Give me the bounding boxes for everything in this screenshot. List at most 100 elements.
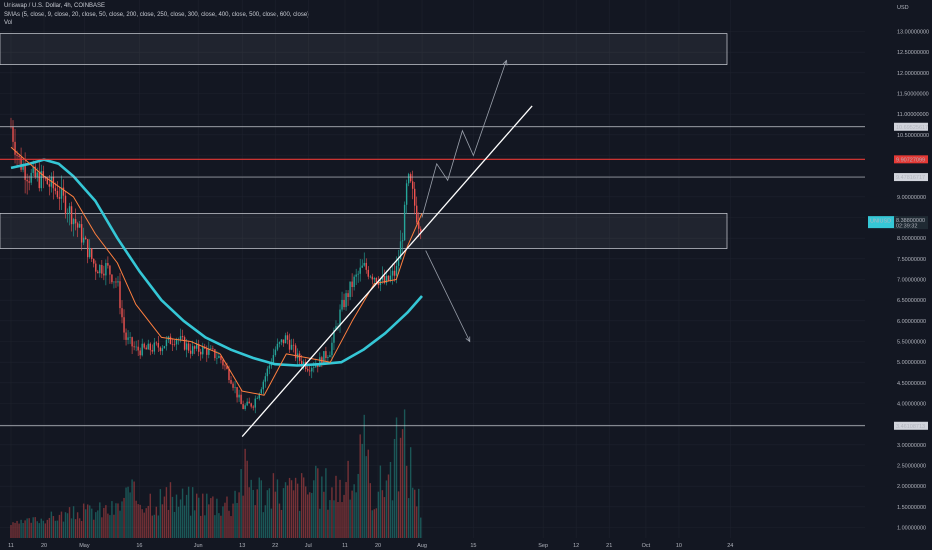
- candle-body: [111, 274, 113, 283]
- level-tag: [894, 155, 928, 164]
- candle-body: [276, 343, 279, 350]
- price-tick: 4.50000000: [897, 381, 926, 387]
- symbol-title[interactable]: Uniswap / U.S. Dollar, 4h, COINBASE: [4, 3, 106, 9]
- candle-body: [278, 342, 281, 344]
- candle-body: [224, 365, 226, 367]
- candle-body: [343, 299, 345, 308]
- candle-body: [282, 339, 285, 344]
- candle-body: [179, 336, 182, 340]
- candle-body: [266, 368, 269, 377]
- candle-body: [242, 404, 244, 410]
- candle-body: [169, 336, 172, 345]
- candle-body: [409, 174, 412, 182]
- candle-body: [288, 339, 291, 350]
- current-price-value: 8.38800000: [896, 218, 925, 224]
- volume-bar: [159, 489, 162, 538]
- volume-bar: [353, 484, 355, 538]
- sma-indicator-label[interactable]: SMAs (5, close, 9, close, 20, close, 50,…: [4, 11, 310, 18]
- time-tick: 12: [573, 543, 579, 549]
- volume-bar: [290, 480, 293, 538]
- sma-fast-line: [10, 146, 423, 396]
- volume-bar: [58, 514, 61, 538]
- volume-bar: [95, 512, 97, 538]
- candle-body: [60, 187, 63, 199]
- candle-body: [48, 184, 51, 187]
- candle-body: [163, 346, 166, 349]
- candle-body: [399, 241, 402, 260]
- volume-bar: [179, 499, 182, 538]
- volume-bar: [169, 482, 172, 538]
- candle-body: [95, 263, 97, 272]
- candle-body: [260, 389, 262, 394]
- volume-bar: [258, 477, 260, 538]
- candle-body: [145, 347, 147, 350]
- volume-bars: [10, 409, 422, 538]
- price-tick: 1.00000000: [897, 526, 926, 532]
- volume-bar: [56, 520, 59, 538]
- candle-body: [165, 339, 168, 347]
- volume-bar: [359, 434, 361, 538]
- candle-body: [185, 343, 188, 350]
- volume-bar: [84, 509, 87, 538]
- time-tick: 10: [676, 543, 682, 549]
- candle-body: [416, 205, 418, 223]
- candle-body: [405, 183, 408, 205]
- volume-bar: [131, 479, 133, 538]
- time-tick: 20: [41, 543, 47, 549]
- volume-bar: [389, 461, 392, 538]
- volume-bar: [127, 486, 129, 538]
- candle-body: [333, 330, 335, 343]
- level-value: 10.69525617: [896, 125, 928, 131]
- volume-bar: [50, 511, 53, 538]
- volume-bar: [198, 497, 200, 538]
- volume-bar: [109, 515, 111, 538]
- candle-body: [210, 348, 212, 349]
- candle-body: [363, 262, 365, 266]
- candle-body: [26, 179, 28, 182]
- volume-bar: [44, 523, 47, 538]
- candle-body: [62, 187, 65, 196]
- candle-body: [218, 355, 220, 358]
- candle-body: [307, 369, 309, 371]
- volume-bar: [12, 522, 14, 538]
- candle-body: [258, 393, 260, 399]
- candle-body: [54, 188, 57, 191]
- volume-bar: [327, 509, 329, 538]
- volume-indicator-label[interactable]: Vol: [4, 20, 13, 26]
- volume-bar: [167, 509, 170, 538]
- candle-body: [72, 219, 75, 225]
- candle-body: [298, 353, 301, 361]
- volume-bar: [89, 505, 91, 538]
- candle-body: [280, 339, 283, 343]
- volume-bar: [270, 508, 273, 538]
- volume-bar: [48, 517, 51, 538]
- time-tick: May: [79, 543, 90, 549]
- volume-bar: [99, 502, 101, 538]
- volume-bar: [222, 506, 224, 538]
- volume-bar: [125, 487, 127, 538]
- volume-bar: [264, 505, 267, 538]
- volume-bar: [80, 520, 83, 538]
- candle-body: [369, 276, 371, 278]
- candle-body: [286, 335, 289, 340]
- volume-bar: [38, 523, 40, 538]
- candle-body: [319, 357, 321, 367]
- candle-body: [30, 172, 32, 183]
- volume-bar: [345, 482, 347, 538]
- candle-body: [14, 141, 16, 155]
- candle-body: [300, 360, 303, 366]
- volume-bar: [375, 508, 378, 538]
- volume-bar: [407, 498, 410, 538]
- time-tick: 16: [136, 543, 142, 549]
- volume-bar: [416, 506, 418, 538]
- candle-body: [252, 406, 254, 408]
- time-tick: Oct: [642, 543, 651, 549]
- volume-bar: [202, 493, 204, 538]
- candle-body: [89, 248, 91, 258]
- volume-bar: [371, 510, 374, 538]
- volume-bar: [101, 517, 103, 538]
- time-tick: 13: [239, 543, 245, 549]
- candle-body: [157, 342, 160, 348]
- price-tick: 2.50000000: [897, 464, 926, 470]
